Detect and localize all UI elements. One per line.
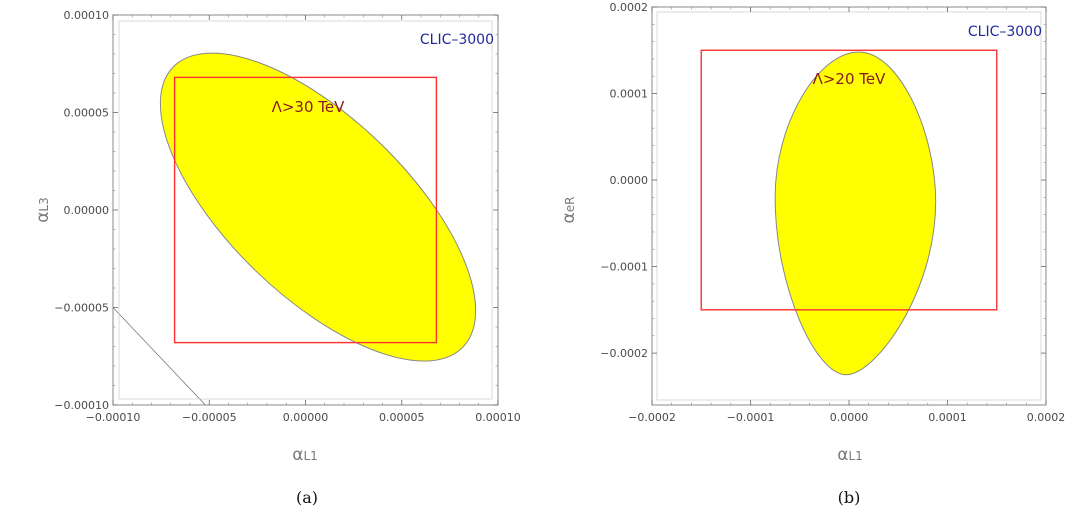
- x-tick-label: −0.0001: [727, 411, 775, 424]
- y-tick-label: 0.0001: [610, 88, 649, 101]
- y-tick-label: 0.00005: [64, 107, 110, 120]
- y-tick-label: −0.0002: [600, 347, 648, 360]
- x-tick-label: 0.00005: [379, 411, 425, 424]
- y-tick-label: 0.0002: [610, 1, 649, 14]
- y-tick-label: −0.0001: [600, 261, 648, 274]
- ticks: [112, 14, 499, 406]
- allowed-region: [159, 52, 477, 362]
- x-tick-label: −0.00005: [182, 411, 237, 424]
- boundary-curve: [113, 307, 206, 405]
- y-tick-label: −0.00005: [54, 302, 109, 315]
- x-tick-label: 0.0001: [928, 411, 967, 424]
- x-tick-label: 0.00000: [283, 411, 329, 424]
- x-tick-label: 0.00010: [475, 411, 521, 424]
- y-axis-label: αL3: [33, 197, 53, 223]
- y-tick-label: 0.00010: [64, 9, 110, 22]
- bound-box: [700, 49, 998, 311]
- panel-caption: (a): [296, 488, 318, 507]
- scale-annotation: Λ>20 TeV: [813, 70, 887, 88]
- x-tick-label: 0.0002: [1027, 411, 1066, 424]
- y-axis-label: αeR: [559, 197, 579, 224]
- allowed-region: [774, 51, 937, 376]
- ticks: [651, 6, 1047, 405]
- collider-label: CLIC–3000: [420, 32, 494, 48]
- x-tick-label: 0.0000: [830, 411, 869, 424]
- x-tick-label: −0.00010: [86, 411, 141, 424]
- x-tick-label: −0.0002: [628, 411, 676, 424]
- x-axis-label: αL1: [837, 445, 863, 465]
- y-tick-label: −0.00010: [54, 399, 109, 412]
- inner-frame: [118, 20, 493, 400]
- bound-box: [173, 76, 438, 344]
- collider-label: CLIC–3000: [968, 24, 1042, 40]
- scale-annotation: Λ>30 TeV: [272, 98, 346, 116]
- panel-caption: (b): [838, 488, 861, 507]
- panel-a: −0.00010 −0.00005 0.00000 0.00005 0.00010 −0.…: [33, 9, 521, 507]
- x-axis-label: αL1: [292, 445, 318, 465]
- panel-b: −0.0002 −0.0001 0.0000 0.0001 0.0002 −0.0002 −…: [559, 1, 1065, 507]
- y-tick-label: 0.00000: [64, 204, 110, 217]
- y-tick-label: 0.0000: [610, 174, 649, 187]
